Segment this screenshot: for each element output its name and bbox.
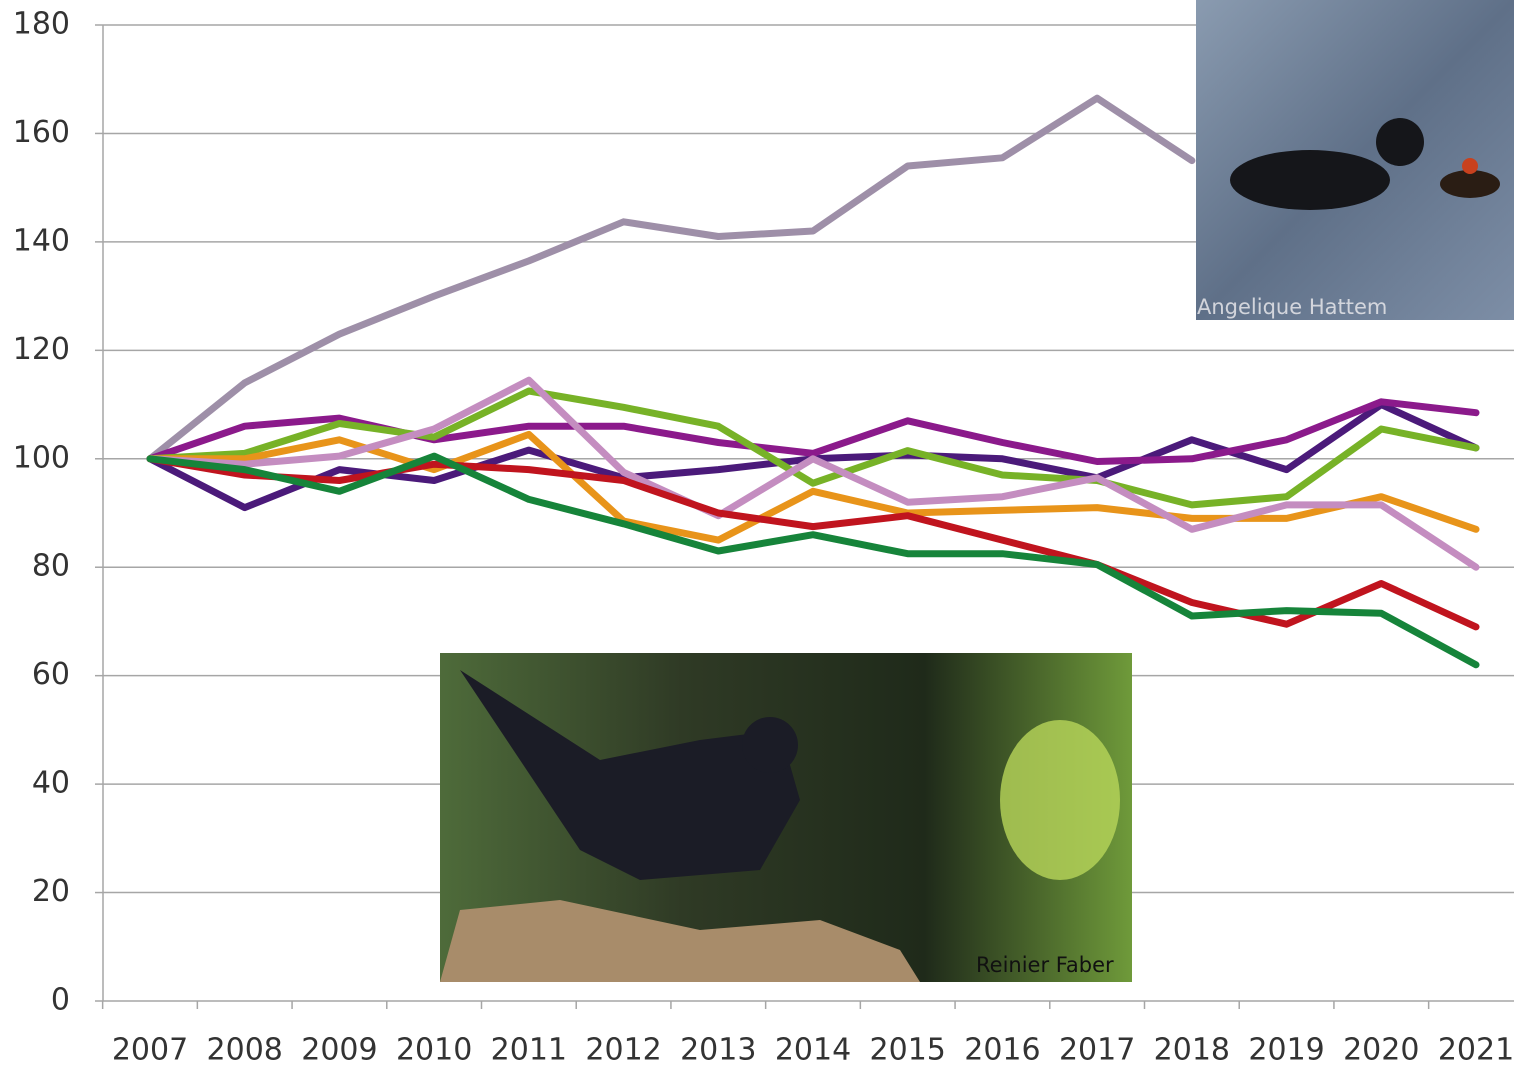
x-tick-label: 2019 xyxy=(1248,1033,1324,1068)
leaves xyxy=(1000,720,1120,880)
bird xyxy=(1230,150,1390,210)
bird xyxy=(460,670,800,880)
y-tick-label: 100 xyxy=(13,440,70,475)
x-tick-label: 2007 xyxy=(112,1033,188,1068)
y-tick-label: 120 xyxy=(13,332,70,367)
photo-credit: Reinier Faber xyxy=(976,953,1114,977)
twigs xyxy=(440,900,920,982)
x-tick-label: 2018 xyxy=(1154,1033,1230,1068)
bird-head xyxy=(742,717,798,773)
x-tick-label: 2021 xyxy=(1438,1033,1514,1068)
photo-credit: Angelique Hattem xyxy=(1197,295,1387,319)
chick-head xyxy=(1462,158,1478,174)
chicks xyxy=(1440,170,1500,198)
x-tick-label: 2016 xyxy=(964,1033,1040,1068)
x-tick-label: 2013 xyxy=(680,1033,756,1068)
series-line xyxy=(146,387,1480,509)
photo: Reinier Faber xyxy=(440,653,1132,982)
y-tick-label: 60 xyxy=(32,657,70,692)
y-tick-label: 0 xyxy=(51,983,70,1018)
y-tick-label: 20 xyxy=(32,874,70,909)
x-tick-label: 2009 xyxy=(301,1033,377,1068)
x-tick-label: 2017 xyxy=(1059,1033,1135,1068)
photo: Angelique Hattem xyxy=(1196,0,1514,320)
y-tick-label: 180 xyxy=(13,7,70,42)
series-line xyxy=(146,452,1480,669)
x-tick-label: 2015 xyxy=(870,1033,946,1068)
x-tick-label: 2014 xyxy=(775,1033,851,1068)
bird-head xyxy=(1376,118,1424,166)
x-tick-label: 2012 xyxy=(585,1033,661,1068)
x-tick-label: 2008 xyxy=(207,1033,283,1068)
x-tick-label: 2020 xyxy=(1343,1033,1419,1068)
y-tick-label: 80 xyxy=(32,549,70,584)
y-tick-label: 140 xyxy=(13,223,70,258)
y-tick-label: 160 xyxy=(13,115,70,150)
y-tick-label: 40 xyxy=(32,766,70,801)
plot: 0 20 40 60 80 100 120 140 160 180 2007 2008 2009 2010… xyxy=(13,7,1514,1068)
x-tick-label: 2010 xyxy=(396,1033,472,1068)
series-line xyxy=(146,455,1480,631)
series-line xyxy=(146,94,1196,463)
series-line xyxy=(146,376,1480,571)
x-tick-label: 2011 xyxy=(491,1033,567,1068)
